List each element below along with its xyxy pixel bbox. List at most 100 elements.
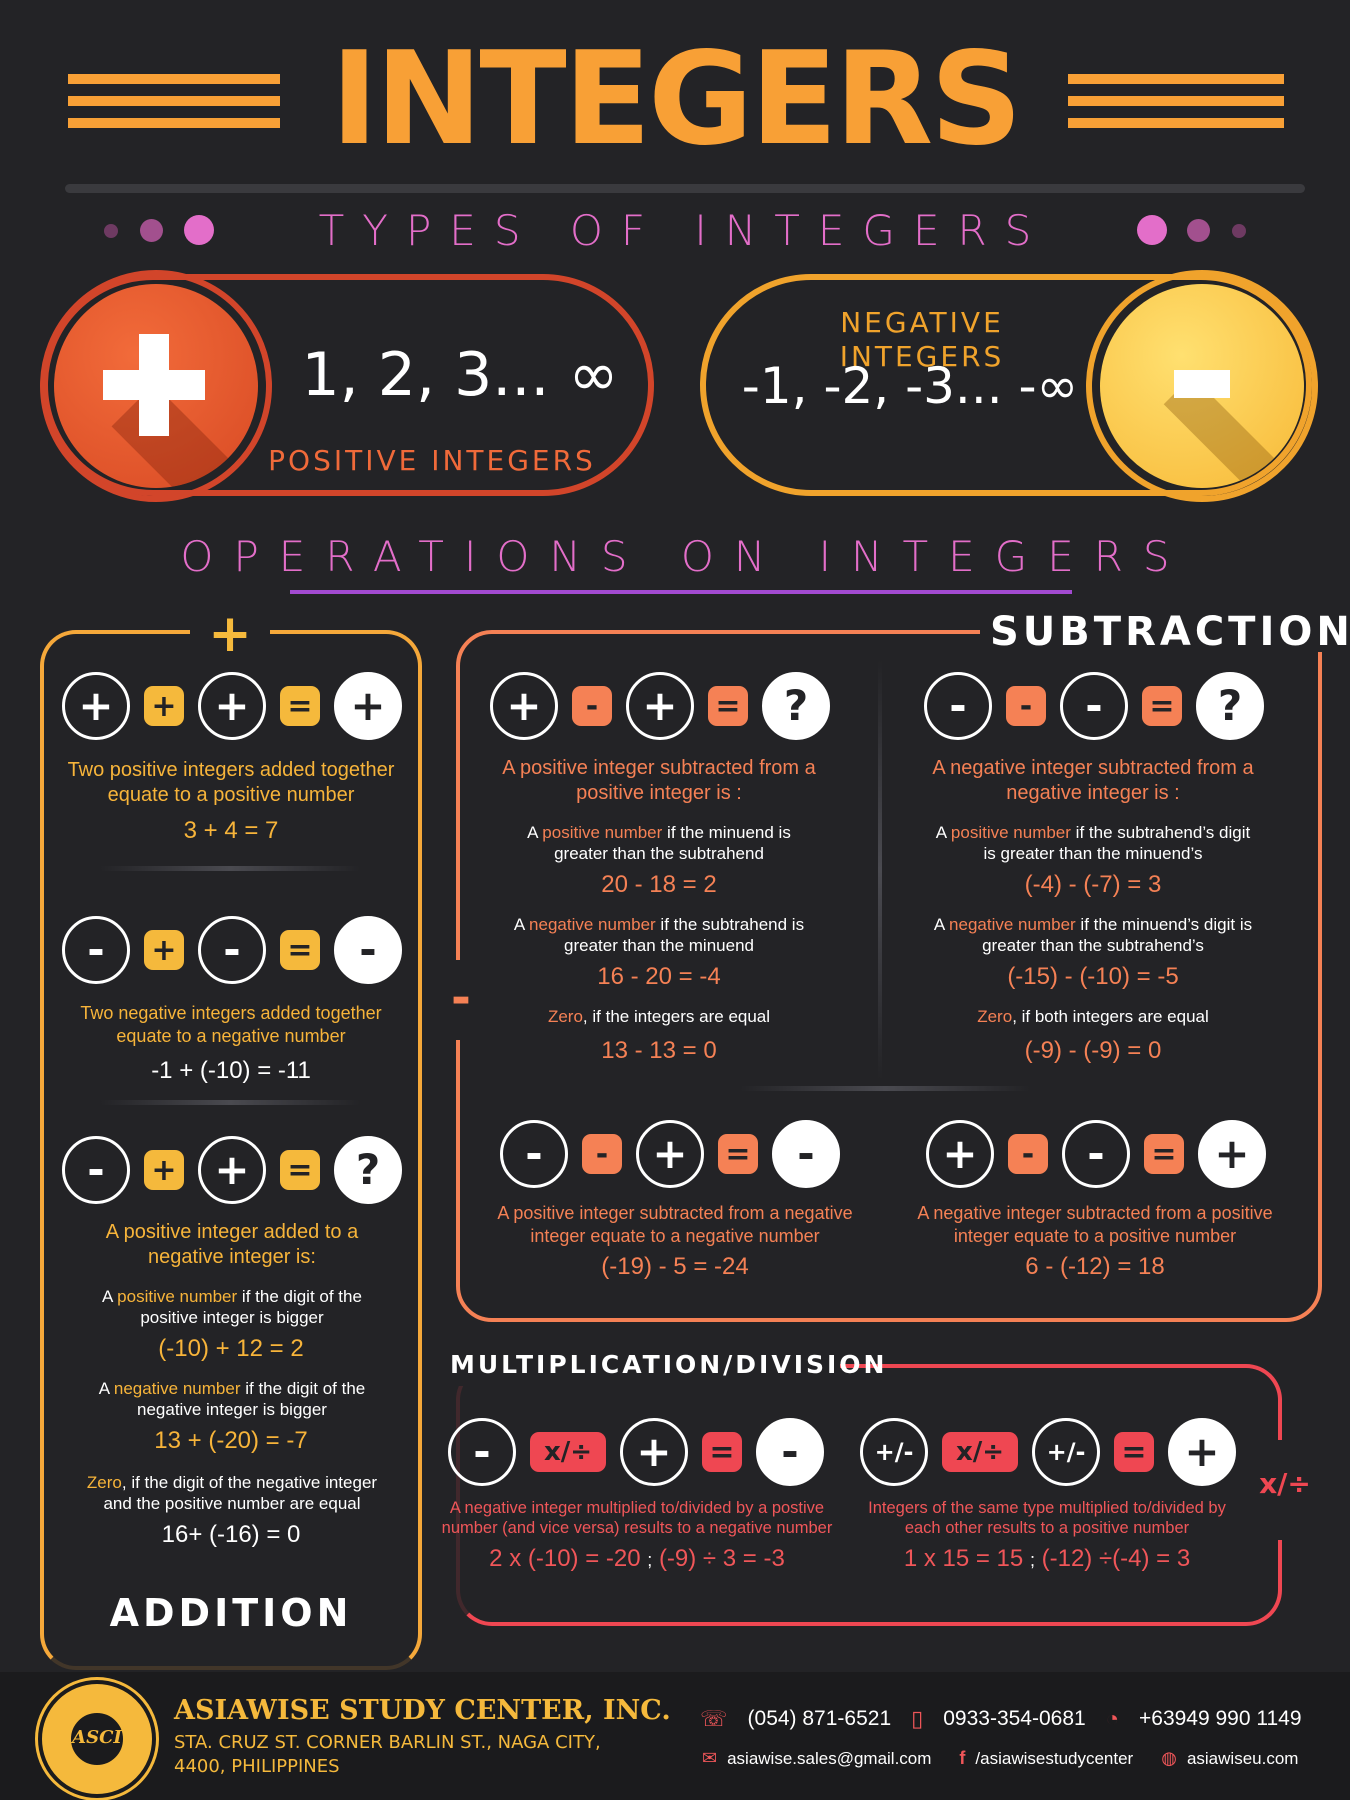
plus-operator: + — [144, 930, 184, 970]
addition-case2-statement: Two negative integers added together equ… — [80, 1003, 382, 1046]
negative-integers-label: NEGATIVE INTEGERS — [839, 306, 1005, 373]
result-symbol: - — [334, 916, 402, 984]
plus-minus-symbol: +/- — [1032, 1418, 1100, 1486]
operations-underline — [290, 590, 1072, 594]
plus-operator: + — [144, 1150, 184, 1190]
subtraction-case2-rule3: Zero, if both integers are equal — [977, 1007, 1209, 1026]
multiplication-case1-examples: 2 x (-10) = -20 ; (-9) ÷ 3 = -3 — [489, 1545, 785, 1572]
logo-text: ASCI — [72, 1727, 122, 1748]
subtraction-divider-vertical — [878, 660, 882, 1080]
addition-case3-symbols: - + + = ? — [62, 1136, 402, 1204]
minus-operator: - — [1008, 1134, 1048, 1174]
subtraction-case1-rule3: Zero, if the integers are equal — [547, 1007, 771, 1026]
company-logo: ASCI — [38, 1680, 156, 1798]
whatsapp-number[interactable]: +63949 990 1149 — [1139, 1707, 1302, 1730]
positive-sign-circle — [54, 284, 258, 488]
addition-case1-example: 3 + 4 = 7 — [183, 817, 279, 844]
multiplication-corner-sign: x/÷ — [1259, 1467, 1311, 1500]
page-title: INTEGERS — [330, 25, 1023, 174]
positive-symbol: + — [636, 1120, 704, 1188]
plus-icon — [139, 334, 169, 436]
positive-integers-values: 1, 2, 3... ∞ — [301, 340, 619, 410]
subtraction-case2-rule1: A positive number if the subtrahend’s di… — [935, 823, 1251, 863]
email-icon: ✉ — [702, 1748, 718, 1768]
subtraction-case3-statement: A positive integer subtracted from a neg… — [497, 1203, 853, 1246]
question-symbol: ? — [334, 1136, 402, 1204]
email-address[interactable]: asiawise.sales@gmail.com — [727, 1748, 932, 1768]
subtraction-heading: SUBTRACTION — [990, 609, 1350, 655]
minus-operator: - — [572, 686, 612, 726]
equals-operator: = — [702, 1432, 742, 1472]
addition-corner-sign: + — [208, 604, 252, 664]
addition-case3-example3: 16+ (-16) = 0 — [161, 1521, 301, 1548]
contact-row-1: ☏ (054) 871-6521 ▯ 0933-354-0681 ◔ +63949 9… — [700, 1706, 1320, 1732]
negative-sign-ring — [1086, 270, 1318, 502]
decor-dot — [140, 219, 163, 242]
negative-symbol: - — [62, 1136, 130, 1204]
result-symbol: + — [1168, 1418, 1236, 1486]
footer — [0, 1672, 1350, 1800]
result-symbol: - — [756, 1418, 824, 1486]
subtraction-side-sign: - — [451, 970, 471, 1026]
question-symbol: ? — [762, 672, 830, 740]
positive-sign-ring — [40, 270, 272, 502]
multiplication-case1-statement: A negative integer multiplied to/divided… — [441, 1499, 833, 1537]
subtraction-case2-statement: A negative integer subtracted from a neg… — [932, 757, 1254, 804]
equals-operator: = — [1142, 686, 1182, 726]
multiply-divide-operator: x/÷ — [942, 1432, 1018, 1472]
whatsapp-icon: ◔ — [1105, 1706, 1119, 1731]
negative-symbol: - — [1060, 672, 1128, 740]
positive-symbol: + — [198, 672, 266, 740]
multiplication-heading: MULTIPLICATION/DIVISION — [450, 1350, 888, 1379]
multiplication-corner-mask — [1262, 1440, 1306, 1540]
subtraction-case1-symbols: + - + = ? — [490, 672, 830, 740]
mobile-number[interactable]: 0933-354-0681 — [943, 1707, 1086, 1730]
addition-case1-statement: Two positive integers added together equ… — [67, 759, 395, 806]
equals-operator: = — [280, 686, 320, 726]
title-stripe-right — [1068, 96, 1284, 106]
phone-icon: ☏ — [700, 1706, 728, 1731]
negative-symbol: - — [198, 916, 266, 984]
addition-corner-mask — [190, 620, 270, 644]
positive-symbol: + — [620, 1418, 688, 1486]
addition-case3-example2: 13 + (-20) = -7 — [154, 1427, 308, 1454]
negative-symbol: - — [924, 672, 992, 740]
result-symbol: + — [1198, 1120, 1266, 1188]
logo-inner — [68, 1710, 126, 1768]
multiply-divide-operator: x/÷ — [530, 1432, 606, 1472]
title-stripe-left — [68, 96, 280, 106]
addition-case2-example: -1 + (-10) = -11 — [151, 1057, 311, 1084]
decor-dot — [1137, 215, 1167, 245]
divider — [100, 1100, 360, 1105]
addition-case3-example1: (-10) + 12 = 2 — [158, 1335, 304, 1362]
phone-number[interactable]: (054) 871-6521 — [747, 1707, 892, 1730]
subtraction-case4-example: 6 - (-12) = 18 — [1025, 1253, 1165, 1280]
negative-symbol: - — [62, 916, 130, 984]
website[interactable]: asiawiseu.com — [1186, 1748, 1299, 1768]
divider — [740, 1086, 1030, 1091]
equals-operator: = — [1144, 1134, 1184, 1174]
title-stripe-right — [1068, 74, 1284, 84]
contact-row-2: ✉ asiawise.sales@gmail.com f/asiawisestud… — [702, 1748, 1322, 1769]
facebook-handle[interactable]: /asiawisestudycenter — [975, 1748, 1134, 1768]
addition-case3-rule3: Zero, if the digit of the negative integ… — [86, 1473, 378, 1513]
subtraction-case2-example1: (-4) - (-7) = 3 — [1024, 871, 1162, 898]
equals-operator: = — [708, 686, 748, 726]
negative-symbol: - — [1062, 1120, 1130, 1188]
negative-symbol: - — [500, 1120, 568, 1188]
subtraction-case2-example2: (-15) - (-10) = -5 — [1007, 963, 1179, 990]
negative-symbol: - — [448, 1418, 516, 1486]
subtraction-case1-statement: A positive integer subtracted from a pos… — [502, 757, 816, 804]
subtraction-case2-example3: (-9) - (-9) = 0 — [1024, 1037, 1162, 1064]
negative-integers-values: -1, -2, -3... -∞ — [741, 357, 1079, 415]
multiplication-panel — [456, 1364, 1282, 1626]
positive-symbol: + — [198, 1136, 266, 1204]
question-symbol: ? — [1196, 672, 1264, 740]
decor-dot — [1187, 219, 1210, 242]
subtraction-case2-rule2: A negative number if the minuend’s digit… — [933, 915, 1253, 955]
company-address-line1: STA. CRUZ ST. CORNER BARLIN ST., NAGA CI… — [174, 1732, 601, 1753]
multiplication-heading-mask — [440, 1346, 840, 1386]
subtraction-case1-example3: 13 - 13 = 0 — [601, 1037, 717, 1064]
decor-dot — [1232, 224, 1246, 238]
subtraction-case1-example1: 20 - 18 = 2 — [601, 871, 717, 898]
